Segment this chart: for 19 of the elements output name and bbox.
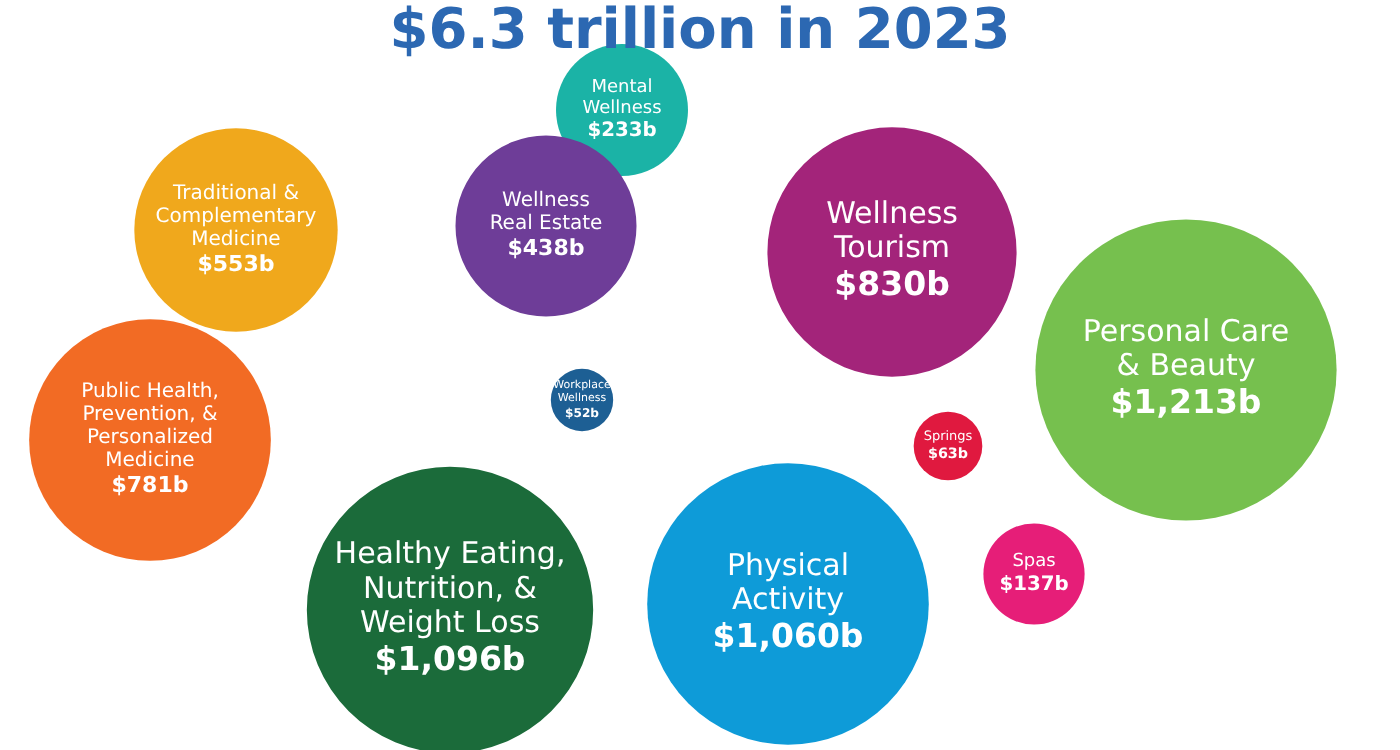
category-label: Healthy Eating, Nutrition, & Weight Loss bbox=[334, 535, 566, 641]
data-label: $1,213b bbox=[1110, 382, 1262, 421]
data-label: $781b bbox=[111, 472, 189, 499]
category-label: Personal Care & Beauty bbox=[1082, 312, 1290, 384]
text: $6.3 trillion in 2023 bbox=[389, 0, 1011, 62]
category-label: Wellness Tourism bbox=[826, 194, 959, 266]
data-label: $137b bbox=[999, 573, 1069, 596]
category-label: Physical Activity bbox=[726, 546, 850, 618]
data-label: $1,060b bbox=[712, 616, 864, 655]
data-label: $233b bbox=[587, 120, 657, 143]
data-label: $438b bbox=[507, 235, 585, 262]
category-label: Spas bbox=[1012, 552, 1057, 573]
data-label: $553b bbox=[197, 250, 275, 277]
category-label: Public Health, Prevention, & Personalized Medicine bbox=[81, 381, 219, 473]
category-label: Mental Wellness bbox=[582, 77, 663, 119]
category-label: Wellness Real Estate bbox=[489, 190, 603, 236]
data-label: $1,096b bbox=[374, 639, 526, 678]
data-label: $830b bbox=[834, 264, 951, 303]
category-label: Traditional & Complementary Medicine bbox=[155, 182, 317, 251]
